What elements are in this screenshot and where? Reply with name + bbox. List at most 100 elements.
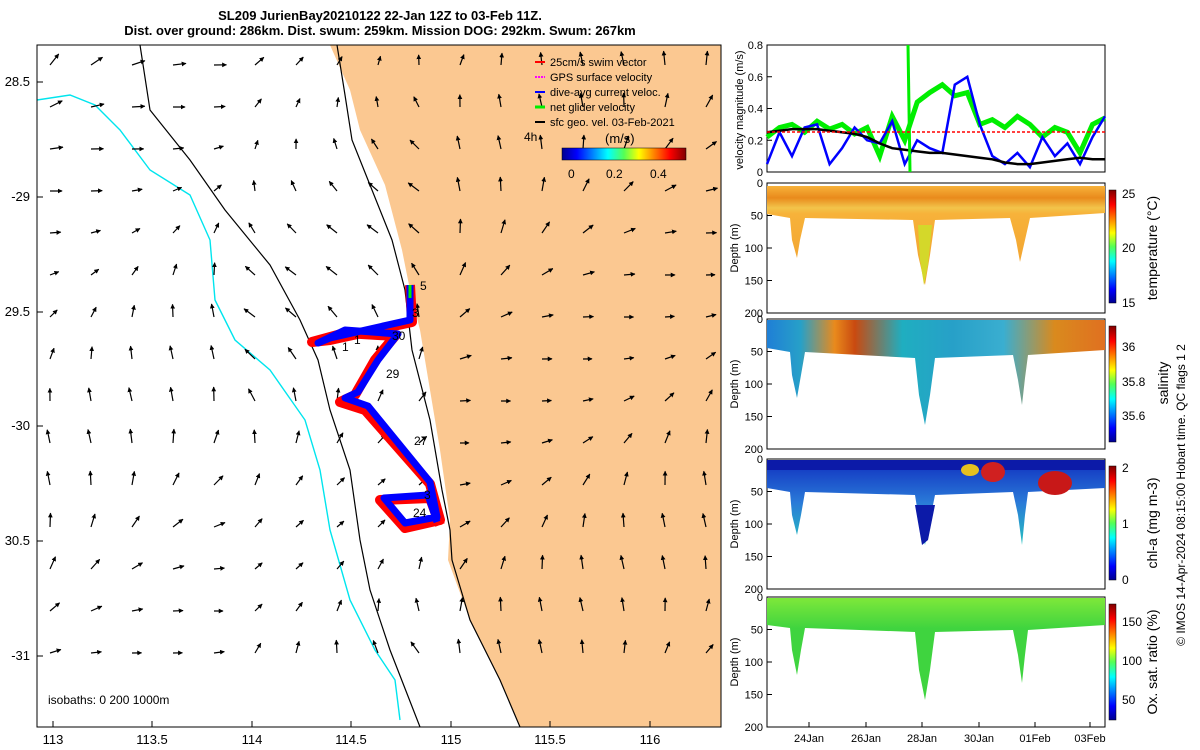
current-arrow <box>537 93 543 108</box>
current-arrow <box>410 641 420 654</box>
current-arrow <box>244 348 256 360</box>
current-arrow <box>49 270 60 276</box>
current-arrow <box>702 555 708 570</box>
salinity-colorbar <box>1108 325 1117 443</box>
velocity-y-ticks: 0 0.2 0.4 0.6 0.8 <box>748 40 772 179</box>
current-arrow <box>415 303 421 318</box>
velocity-tick-label: 0.2 <box>748 135 763 147</box>
lon-tick-label: 113.5 <box>136 732 168 747</box>
current-arrow <box>418 346 424 360</box>
current-arrow <box>131 104 146 109</box>
current-arrow <box>49 648 62 654</box>
current-arrow <box>541 313 554 319</box>
colorbar-tick: 15 <box>1122 296 1136 310</box>
current-arrow <box>496 638 502 654</box>
map-legend: 25cm/s swim vector GPS surface velocity … <box>524 57 687 181</box>
legend-label: GPS surface velocity <box>550 72 653 84</box>
current-arrow <box>171 428 177 444</box>
depth-tick-label: 100 <box>745 379 763 391</box>
current-arrow <box>336 560 345 570</box>
current-arrow <box>49 100 63 108</box>
day-label: 1 <box>354 333 361 347</box>
current-arrow <box>498 596 503 612</box>
chl-a-bloom <box>961 464 979 476</box>
current-arrow <box>500 264 511 276</box>
depth-tick-label: 200 <box>745 584 763 596</box>
current-arrow <box>539 554 545 570</box>
depth-tick-label: 0 <box>757 592 763 604</box>
map-panel: 1 1 30 29 27 3 24 5 3 113 113.5 114 114.5 11… <box>5 44 722 747</box>
legend-item: sfc geo. vel. 03-Feb-2021 <box>535 117 675 129</box>
current-arrow <box>213 475 224 486</box>
date-tick-label: 01Feb <box>1019 733 1050 745</box>
date-tick-label: 28Jan <box>907 733 937 745</box>
day-label: 1 <box>342 340 349 354</box>
current-arrow <box>664 430 671 444</box>
current-arrow <box>49 53 60 66</box>
current-arrow <box>336 432 344 444</box>
current-arrow <box>49 556 57 570</box>
current-arrow <box>541 268 554 276</box>
current-arrow <box>88 470 93 486</box>
current-arrow <box>377 558 384 570</box>
current-arrow <box>664 314 675 320</box>
current-arrow <box>325 265 338 276</box>
current-arrow <box>376 55 382 66</box>
date-tick-label: 26Jan <box>851 733 881 745</box>
current-arrow <box>295 601 303 612</box>
current-arrow <box>372 639 379 654</box>
date-axis: 24Jan 26Jan 28Jan 30Jan 01Feb 03Feb <box>794 722 1106 745</box>
salinity-section: salinity 36 35.8 35.6 <box>766 318 1171 450</box>
current-arrow <box>172 472 180 486</box>
current-arrow <box>620 597 625 612</box>
current-arrow <box>328 181 338 192</box>
current-arrow <box>541 176 547 192</box>
current-arrow <box>131 304 136 318</box>
depth-tick-label: 100 <box>745 243 763 255</box>
current-arrow <box>254 473 261 486</box>
current-arrow <box>459 262 467 276</box>
current-arrow <box>455 176 461 192</box>
depth-tick-label: 100 <box>745 519 763 531</box>
velocity-panel: 0 0.2 0.4 0.6 0.8 velocity magnitude (m/s) <box>734 40 1107 179</box>
lat-tick-label: -30 <box>11 418 30 433</box>
lon-tick-label: 113 <box>43 732 64 747</box>
current-arrow <box>579 639 585 654</box>
current-arrow <box>581 134 587 150</box>
current-arrow <box>411 262 420 276</box>
current-arrow <box>90 558 101 570</box>
colorbar-tick: 150 <box>1122 615 1142 629</box>
section-panels: temperature (°C) 25 20 15 salinity 36 35… <box>766 182 1171 728</box>
current-arrow <box>413 96 420 108</box>
colorbar-tick: 2 <box>1122 461 1129 475</box>
current-arrow <box>418 391 427 402</box>
current-arrow <box>377 519 386 528</box>
current-arrow <box>336 477 345 486</box>
current-arrow <box>620 512 626 528</box>
current-arrow <box>500 555 506 570</box>
colorbar-tick: 0 <box>1122 573 1129 587</box>
current-arrow <box>284 266 297 276</box>
current-arrow <box>497 93 502 108</box>
current-arrow <box>49 347 55 360</box>
current-arrow <box>705 389 713 402</box>
current-arrow <box>286 223 297 234</box>
current-arrow <box>538 134 544 150</box>
velocity-tick-label: 0.4 <box>748 104 763 116</box>
depth-tick-label: 150 <box>745 552 763 564</box>
current-arrow <box>705 644 714 654</box>
current-arrow <box>295 475 304 486</box>
current-arrow <box>90 649 102 655</box>
current-arrow <box>541 398 552 404</box>
current-arrow <box>541 476 552 486</box>
legend-item: net glider velocity <box>535 102 635 114</box>
current-arrow <box>335 96 341 108</box>
current-arrow <box>500 355 513 361</box>
current-arrow <box>213 222 220 234</box>
current-arrow <box>664 641 671 654</box>
current-arrow <box>367 182 379 192</box>
current-arrow <box>89 346 95 360</box>
current-arrow <box>213 649 225 655</box>
current-arrow <box>702 470 707 486</box>
